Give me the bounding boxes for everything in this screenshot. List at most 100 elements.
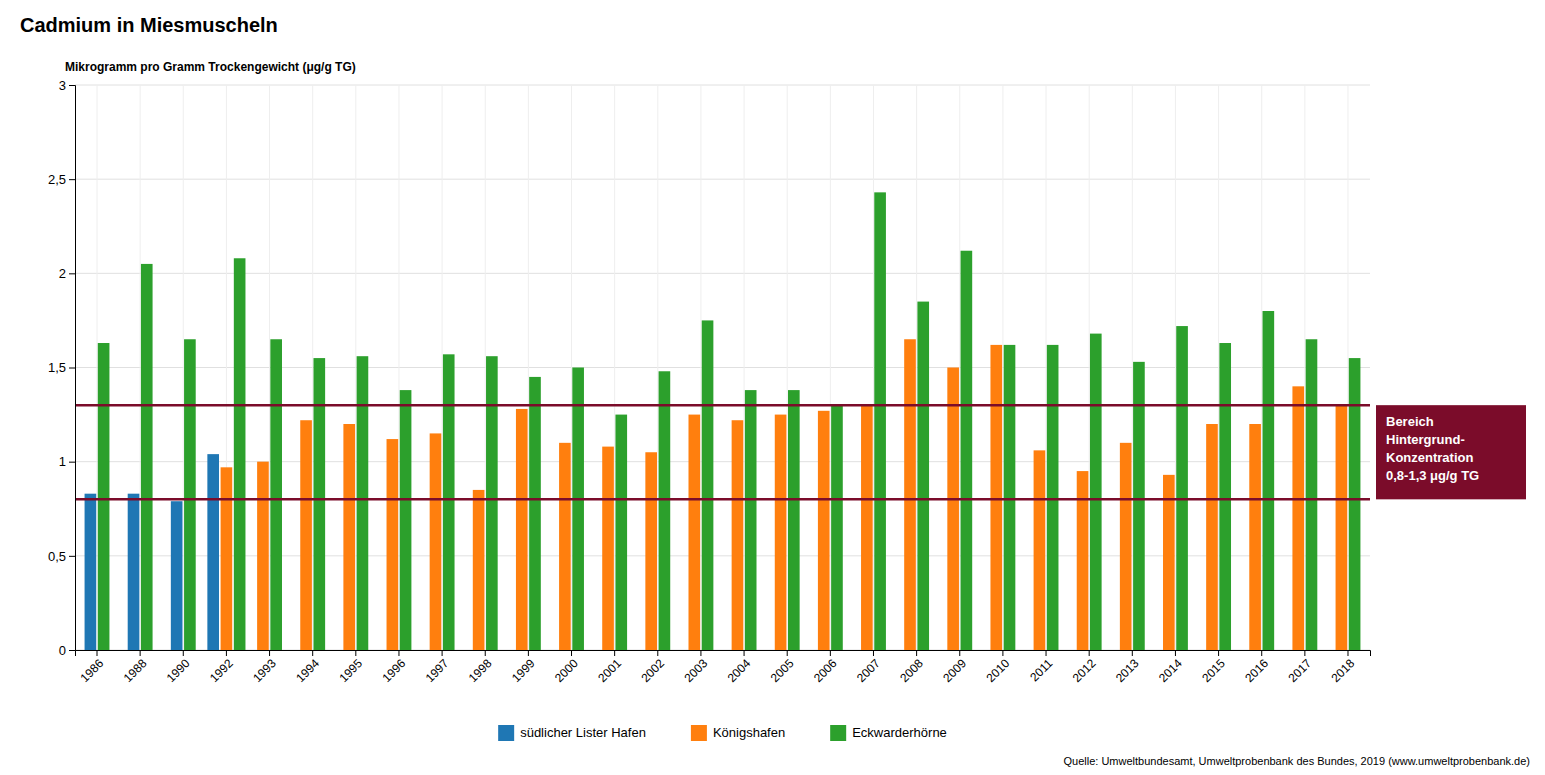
bar [443, 354, 455, 650]
bar [1120, 443, 1132, 650]
bar [1034, 450, 1046, 650]
x-tick-label: 1988 [121, 656, 150, 685]
x-tick-label: 2014 [1156, 656, 1185, 685]
bar [961, 251, 973, 650]
x-grid-line [959, 85, 960, 650]
x-grid-line [1304, 85, 1305, 650]
x-tick-mark [355, 650, 356, 656]
y-tick-label: 2,5 [48, 172, 66, 187]
x-tick-mark [744, 650, 745, 656]
y-tick-mark [69, 273, 75, 274]
x-tick: 2016 [1242, 650, 1271, 685]
x-tick-label: 1996 [380, 656, 409, 685]
annotation: BereichHintergrund-Konzentration0,8-1,3 … [1376, 405, 1526, 499]
x-tick-mark [959, 650, 960, 656]
bar [207, 454, 219, 650]
x-grid-line [528, 85, 529, 650]
x-tick-mark [485, 650, 486, 656]
x-grid-line [355, 85, 356, 650]
title: Cadmium in Miesmuscheln [20, 14, 278, 36]
x-grid-line [485, 85, 486, 650]
bar [1176, 326, 1188, 650]
x-tick: 1999 [509, 650, 538, 685]
x-tick-label: 1990 [164, 656, 193, 685]
x-tick: 1996 [380, 650, 409, 685]
bar [702, 320, 714, 650]
y-tick-label: 3 [59, 78, 66, 93]
x-tick-mark [140, 650, 141, 656]
x-tick-label: 2001 [595, 656, 624, 685]
y-tick: 0,5 [48, 548, 75, 563]
bar [1090, 334, 1102, 650]
bar [818, 411, 830, 650]
legend-item: Königshafen [691, 725, 785, 741]
x-tick-label: 2018 [1329, 656, 1358, 685]
bar [645, 452, 657, 650]
legend-swatch [691, 725, 707, 741]
x-tick: 2015 [1199, 650, 1228, 685]
bar [141, 264, 153, 650]
y-axis: 00,511,522,53 [48, 78, 76, 658]
x-grid-line [1002, 85, 1003, 650]
bar [572, 368, 584, 651]
bar [775, 415, 787, 650]
bar [387, 439, 399, 650]
x-tick-label: 2000 [552, 656, 581, 685]
bar [1249, 424, 1261, 650]
x-tick: 1998 [466, 650, 495, 685]
y-tick: 2,5 [48, 172, 75, 187]
y-tick-label: 0,5 [48, 548, 66, 563]
y-tick: 3 [59, 78, 75, 93]
x-tick-mark [226, 650, 227, 656]
annotation-line: Hintergrund- [1386, 432, 1465, 447]
bar [1349, 358, 1361, 650]
bar [343, 424, 355, 650]
x-tick: 2017 [1285, 650, 1314, 685]
x-grid-line [830, 85, 831, 650]
bar [430, 433, 442, 650]
x-axis: 1986198819901992199319941995199619971998… [76, 650, 1371, 685]
x-tick: 1988 [121, 650, 150, 685]
x-tick-mark [398, 650, 399, 656]
legend-label: Königshafen [713, 725, 785, 740]
x-tick-mark [571, 650, 572, 656]
x-tick-mark [183, 650, 184, 656]
bar [357, 356, 369, 650]
y-tick-mark [69, 179, 75, 180]
bar [990, 345, 1002, 650]
x-tick-label: 1997 [423, 656, 452, 685]
annotation-box [1376, 405, 1526, 499]
x-grid-line [787, 85, 788, 650]
x-tick-mark [1132, 650, 1133, 656]
bar [831, 405, 843, 650]
annotation-text: BereichHintergrund-Konzentration0,8-1,3 … [1386, 414, 1479, 483]
reference-line [75, 498, 1370, 501]
x-tick: 1993 [250, 650, 279, 685]
legend-item: südlicher Lister Hafen [498, 725, 646, 741]
x-tick-label: 2002 [638, 656, 667, 685]
bar [300, 420, 312, 650]
x-tick: 2011 [1027, 650, 1055, 684]
y-axis-line [69, 86, 76, 651]
x-tick-mark [1347, 650, 1348, 656]
y-tick-label: 1,5 [48, 360, 66, 375]
bar [1004, 345, 1016, 650]
x-grid-line [657, 85, 658, 650]
x-grid-line [744, 85, 745, 650]
annotation-line: 0,8-1,3 μg/g TG [1386, 468, 1479, 483]
marks [75, 192, 1370, 650]
y-tick: 0 [59, 643, 75, 658]
x-grid-line [183, 85, 184, 650]
x-tick: 1992 [207, 650, 236, 685]
x-tick: 2003 [681, 650, 710, 685]
bar [529, 377, 541, 650]
x-tick-mark [1304, 650, 1305, 656]
bar [1336, 405, 1348, 650]
legend-label: Eckwarderhörne [852, 725, 947, 740]
y-tick-label: 2 [59, 266, 66, 281]
x-tick: 2001 [595, 650, 624, 685]
bar [1219, 343, 1231, 650]
x-tick-label: 1998 [466, 656, 495, 685]
x-grid-line [1175, 85, 1176, 650]
y-tick: 1,5 [48, 360, 75, 375]
